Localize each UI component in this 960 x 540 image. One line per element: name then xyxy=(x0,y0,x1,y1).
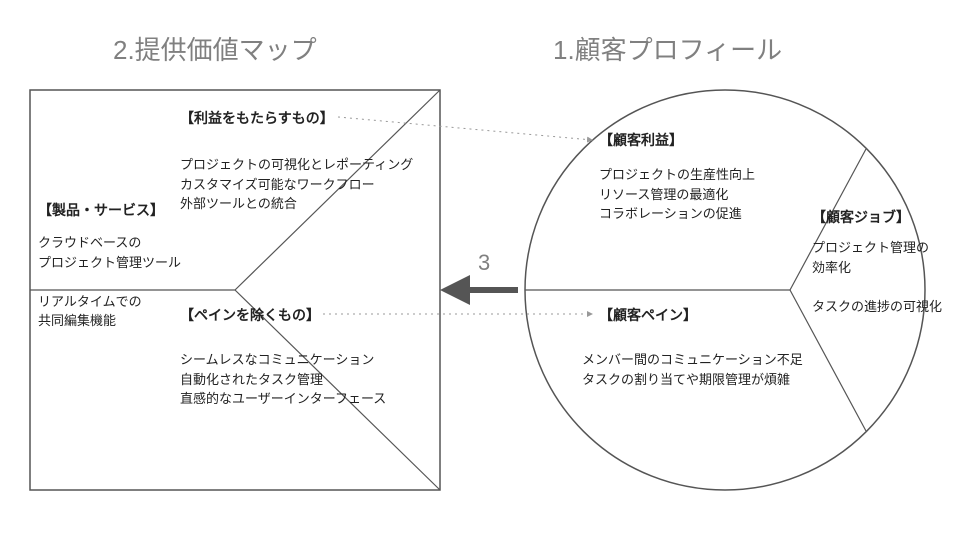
center-arrow-number: 3 xyxy=(478,250,490,276)
label-products: 【製品・サービス】 xyxy=(38,200,164,220)
label-customer-gains: 【顧客利益】 xyxy=(599,130,683,150)
body-pain-relievers: シームレスなコミュニケーション 自動化されたタスク管理 直感的なユーザーインター… xyxy=(180,350,386,409)
label-customer-pains: 【顧客ペイン】 xyxy=(599,305,697,325)
body-products: クラウドベースの プロジェクト管理ツール リアルタイムでの 共同編集機能 xyxy=(38,233,181,331)
body-gain-creators: プロジェクトの可視化とレポーティング カスタマイズ可能なワークフロー 外部ツール… xyxy=(180,155,413,214)
body-customer-pains: メンバー間のコミュニケーション不足 タスクの割り当てや期限管理が煩雑 xyxy=(582,350,803,389)
body-customer-gains: プロジェクトの生産性向上 リソース管理の最適化 コラボレーションの促進 xyxy=(599,165,755,224)
body-customer-jobs: プロジェクト管理の 効率化 タスクの進捗の可視化 xyxy=(812,238,942,316)
dotted-link-gains xyxy=(338,117,592,140)
label-pain-relievers: 【ペインを除くもの】 xyxy=(180,305,320,325)
label-customer-jobs: 【顧客ジョブ】 xyxy=(812,207,910,227)
label-gain-creators: 【利益をもたらすもの】 xyxy=(180,108,334,128)
